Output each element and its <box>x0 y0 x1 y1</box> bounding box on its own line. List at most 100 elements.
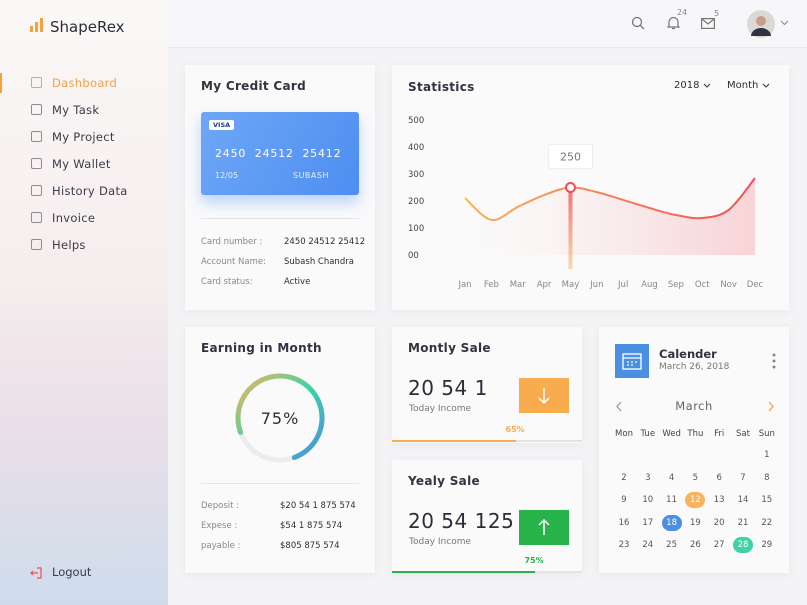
detail-value: $54 1 875 574 <box>280 521 343 531</box>
day[interactable]: 12 <box>685 492 706 508</box>
y-tick-label: 100 <box>408 224 424 234</box>
day[interactable]: 18 <box>661 514 682 531</box>
day[interactable]: 27 <box>713 540 725 550</box>
x-tick-label: Dec <box>747 280 764 290</box>
day[interactable]: 21 <box>737 517 749 528</box>
statistics-chart: 00 100 200 300 400 500 Jan Feb Mar Apr May Jun Jul Au… <box>408 116 764 290</box>
detail-row: Deposit : $20 54 1 875 574 <box>201 501 361 511</box>
credit-card-panel: My Credit Card VISA 2450 24512 25412 12/… <box>185 65 375 310</box>
highlight-bar <box>568 187 573 269</box>
day[interactable]: 13 <box>713 495 725 505</box>
y-tick-label: 500 <box>408 116 424 126</box>
day[interactable]: 26 <box>689 540 701 550</box>
progress-label: 65% <box>505 425 525 434</box>
gauge-label: 75% <box>261 409 300 428</box>
area <box>465 178 755 255</box>
progress-fill <box>392 571 535 573</box>
day[interactable]: 5 <box>692 472 699 483</box>
more-menu[interactable] <box>772 353 776 369</box>
day[interactable]: 8 <box>764 472 770 483</box>
down-button[interactable] <box>519 378 569 413</box>
next-month[interactable] <box>767 401 775 412</box>
day[interactable]: 23 <box>618 540 630 550</box>
menu-item[interactable]: Invoice <box>0 207 168 234</box>
day[interactable]: 3 <box>645 472 651 483</box>
day[interactable]: 29 <box>761 540 773 550</box>
detail-value: 2450 24512 25412 <box>284 237 366 247</box>
x-tick-label: Apr <box>537 280 552 290</box>
day[interactable]: 22 <box>761 517 773 528</box>
sidebar: ShapeRex Dashboard My Task My Project My Wa… <box>0 0 168 605</box>
menu-item[interactable]: My Wallet <box>0 153 168 180</box>
x-tick-label: Sep <box>668 280 684 290</box>
day[interactable]: 24 <box>642 540 654 550</box>
detail-value: $20 54 1 875 574 <box>280 501 356 511</box>
day[interactable]: 11 <box>666 495 677 505</box>
earning-gauge: 75% <box>235 373 325 463</box>
panel-title: Statistics <box>408 80 475 94</box>
day[interactable]: 17 <box>642 517 654 528</box>
menu-icon <box>31 131 42 142</box>
day[interactable]: 6 <box>716 472 722 483</box>
menu-label: Invoice <box>52 211 96 225</box>
tooltip-value: 250 <box>560 151 581 164</box>
avatar-dropdown[interactable] <box>780 20 789 26</box>
panel-title: My Credit Card <box>201 79 307 93</box>
detail-row: Card status: Active <box>201 277 361 287</box>
detail-label: payable : <box>201 541 241 551</box>
up-button[interactable] <box>519 510 569 545</box>
detail-value: Active <box>284 277 311 287</box>
year-value: 2018 <box>674 80 700 91</box>
highlight-point <box>564 182 576 193</box>
x-tick-label: Nov <box>720 280 737 290</box>
day[interactable]: 16 <box>618 517 630 528</box>
message-count: 5 <box>714 9 720 18</box>
menu-item[interactable]: Dashboard <box>0 72 168 99</box>
menu-icon <box>31 185 42 196</box>
menu-label: My Wallet <box>52 157 111 171</box>
day[interactable]: 19 <box>689 517 701 528</box>
year-filter[interactable]: 2018 <box>674 80 711 91</box>
progress-track <box>392 571 582 573</box>
calendar-panel: Calender March 26, 2018 March Mon Tue Wed T… <box>599 327 789 573</box>
x-tick-label: Oct <box>695 280 710 290</box>
x-tick-label: Jul <box>617 280 628 290</box>
day[interactable]: 28 <box>733 537 753 553</box>
menu-item[interactable]: History Data <box>0 180 168 207</box>
avatar[interactable] <box>747 10 775 38</box>
day[interactable]: 25 <box>666 540 677 550</box>
brand[interactable]: ShapeRex <box>50 18 125 36</box>
detail-label: Deposit : <box>201 501 240 511</box>
day[interactable]: 10 <box>642 495 654 505</box>
panel-title: Yealy Sale <box>408 474 480 488</box>
day[interactable]: 2 <box>621 472 627 483</box>
menu-item[interactable]: My Task <box>0 99 168 126</box>
search-icon[interactable] <box>631 16 645 30</box>
day[interactable]: 1 <box>764 450 770 460</box>
bell-icon[interactable] <box>667 16 680 30</box>
weekday: Thu <box>687 429 704 439</box>
menu-item[interactable]: Helps <box>0 234 168 261</box>
menu-item[interactable]: My Project <box>0 126 168 153</box>
day[interactable]: 20 <box>713 517 725 528</box>
detail-row: Card number : 2450 24512 25412 <box>201 237 365 247</box>
mail-icon[interactable] <box>701 18 715 29</box>
panel-title: Montly Sale <box>408 341 491 355</box>
weekday: Tue <box>640 429 656 439</box>
prev-month[interactable] <box>615 401 623 412</box>
day[interactable]: 7 <box>740 472 746 483</box>
menu-icon <box>31 104 42 115</box>
bank-card[interactable]: VISA 2450 24512 25412 12/05 SUBASH <box>201 112 359 195</box>
logout[interactable]: Logout <box>52 565 92 579</box>
sale-amount: 20 54 125 <box>408 509 515 533</box>
y-tick-label: 400 <box>408 143 424 153</box>
menu-label: My Task <box>52 103 100 117</box>
day[interactable]: 4 <box>668 472 675 483</box>
card-network: VISA <box>209 120 235 130</box>
period-filter[interactable]: Month <box>727 80 770 91</box>
day[interactable]: 9 <box>621 495 627 505</box>
period-value: Month <box>727 80 759 91</box>
day[interactable]: 14 <box>737 495 749 505</box>
day[interactable]: 15 <box>761 495 773 505</box>
card-number: 2450 24512 25412 <box>215 147 342 160</box>
